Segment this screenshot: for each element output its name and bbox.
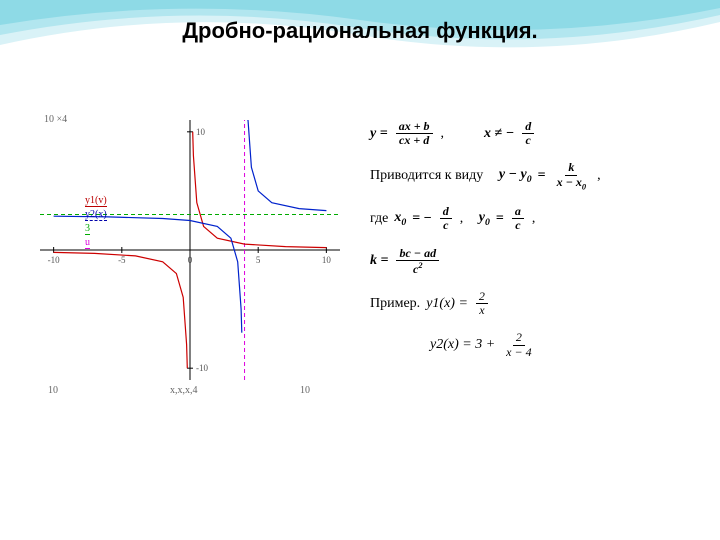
page-title: Дробно-рациональная функция. <box>0 18 720 44</box>
chart-container: -10-50510-1010 10 ×4 y1(v) y2(x) 3 u 10 … <box>40 120 340 440</box>
svg-text:-5: -5 <box>118 255 126 265</box>
svg-text:10: 10 <box>196 127 206 137</box>
formula-example1: Пример. y1(x) = 2x <box>370 290 690 317</box>
legend-y2: y2(x) <box>85 209 107 221</box>
legend-u: u <box>85 237 90 249</box>
chart-label-br: 10 <box>300 385 310 396</box>
chart-legend: y1(v) y2(x) 3 u <box>85 195 107 251</box>
legend-three: 3 <box>85 223 90 235</box>
formula-example2: y2(x) = 3 + 2x − 4 <box>370 331 690 358</box>
chart-label-bm: x,x,x,4 <box>170 385 198 396</box>
formula-where: где x0 = − dc , y0 = ac , <box>370 205 690 232</box>
legend-y1: y1(v) <box>85 195 107 207</box>
svg-text:0: 0 <box>188 255 193 265</box>
chart-label-top-left: 10 ×4 <box>44 114 67 125</box>
svg-text:-10: -10 <box>48 255 60 265</box>
formula-reduce: Приводится к виду y − y0 = kx − x0 , <box>370 161 690 191</box>
svg-text:10: 10 <box>322 255 332 265</box>
formula-k: k = bc − adc2 <box>370 247 690 276</box>
svg-text:-10: -10 <box>196 363 208 373</box>
svg-text:5: 5 <box>256 255 261 265</box>
chart-label-bl: 10 <box>48 385 58 396</box>
formula-main: y = ax + bcx + d , x ≠ − dc <box>370 120 690 147</box>
formula-panel: y = ax + bcx + d , x ≠ − dc Приводится к… <box>370 120 690 373</box>
